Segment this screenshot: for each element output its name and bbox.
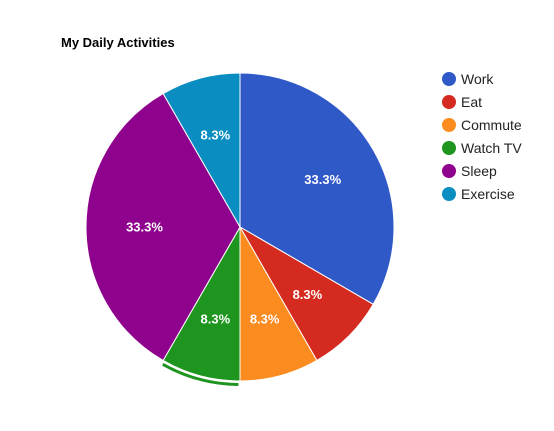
legend-item-exercise[interactable]: Exercise	[442, 186, 515, 202]
slice-label-sleep: 33.3%	[126, 220, 163, 235]
legend-swatch-work	[442, 72, 456, 86]
legend-swatch-sleep	[442, 164, 456, 178]
pie-slice-labels: 33.3% 8.3% 8.3% 8.3% 33.3% 8.3%	[126, 127, 342, 326]
slice-label-commute: 8.3%	[250, 312, 280, 327]
pie-slice-exercise[interactable]	[162, 72, 241, 229]
legend-item-watch-tv[interactable]: Watch TV	[442, 140, 522, 156]
pie-slices	[85, 72, 395, 386]
slice-label-eat: 8.3%	[293, 287, 323, 302]
legend-label-commute: Commute	[461, 117, 522, 133]
legend-item-work[interactable]: Work	[442, 71, 494, 87]
legend-swatch-watch-tv	[442, 141, 456, 155]
legend-label-exercise: Exercise	[461, 186, 515, 202]
legend-label-eat: Eat	[461, 94, 482, 110]
pie-slice-work[interactable]	[239, 72, 395, 305]
legend-item-eat[interactable]: Eat	[442, 94, 482, 110]
legend-label-watch-tv: Watch TV	[461, 140, 522, 156]
selected-slice-highlight	[162, 362, 239, 386]
legend-item-commute[interactable]: Commute	[442, 117, 522, 133]
slice-label-exercise: 8.3%	[201, 127, 231, 142]
slice-label-watch-tv: 8.3%	[201, 312, 231, 327]
slice-label-work: 33.3%	[304, 172, 341, 187]
legend: Work Eat Commute Watch TV Sleep Exercise	[442, 71, 522, 202]
legend-swatch-commute	[442, 118, 456, 132]
chart-title: My Daily Activities	[61, 35, 175, 50]
legend-label-sleep: Sleep	[461, 163, 497, 179]
legend-item-sleep[interactable]: Sleep	[442, 163, 497, 179]
legend-label-work: Work	[461, 71, 494, 87]
legend-swatch-eat	[442, 95, 456, 109]
legend-swatch-exercise	[442, 187, 456, 201]
